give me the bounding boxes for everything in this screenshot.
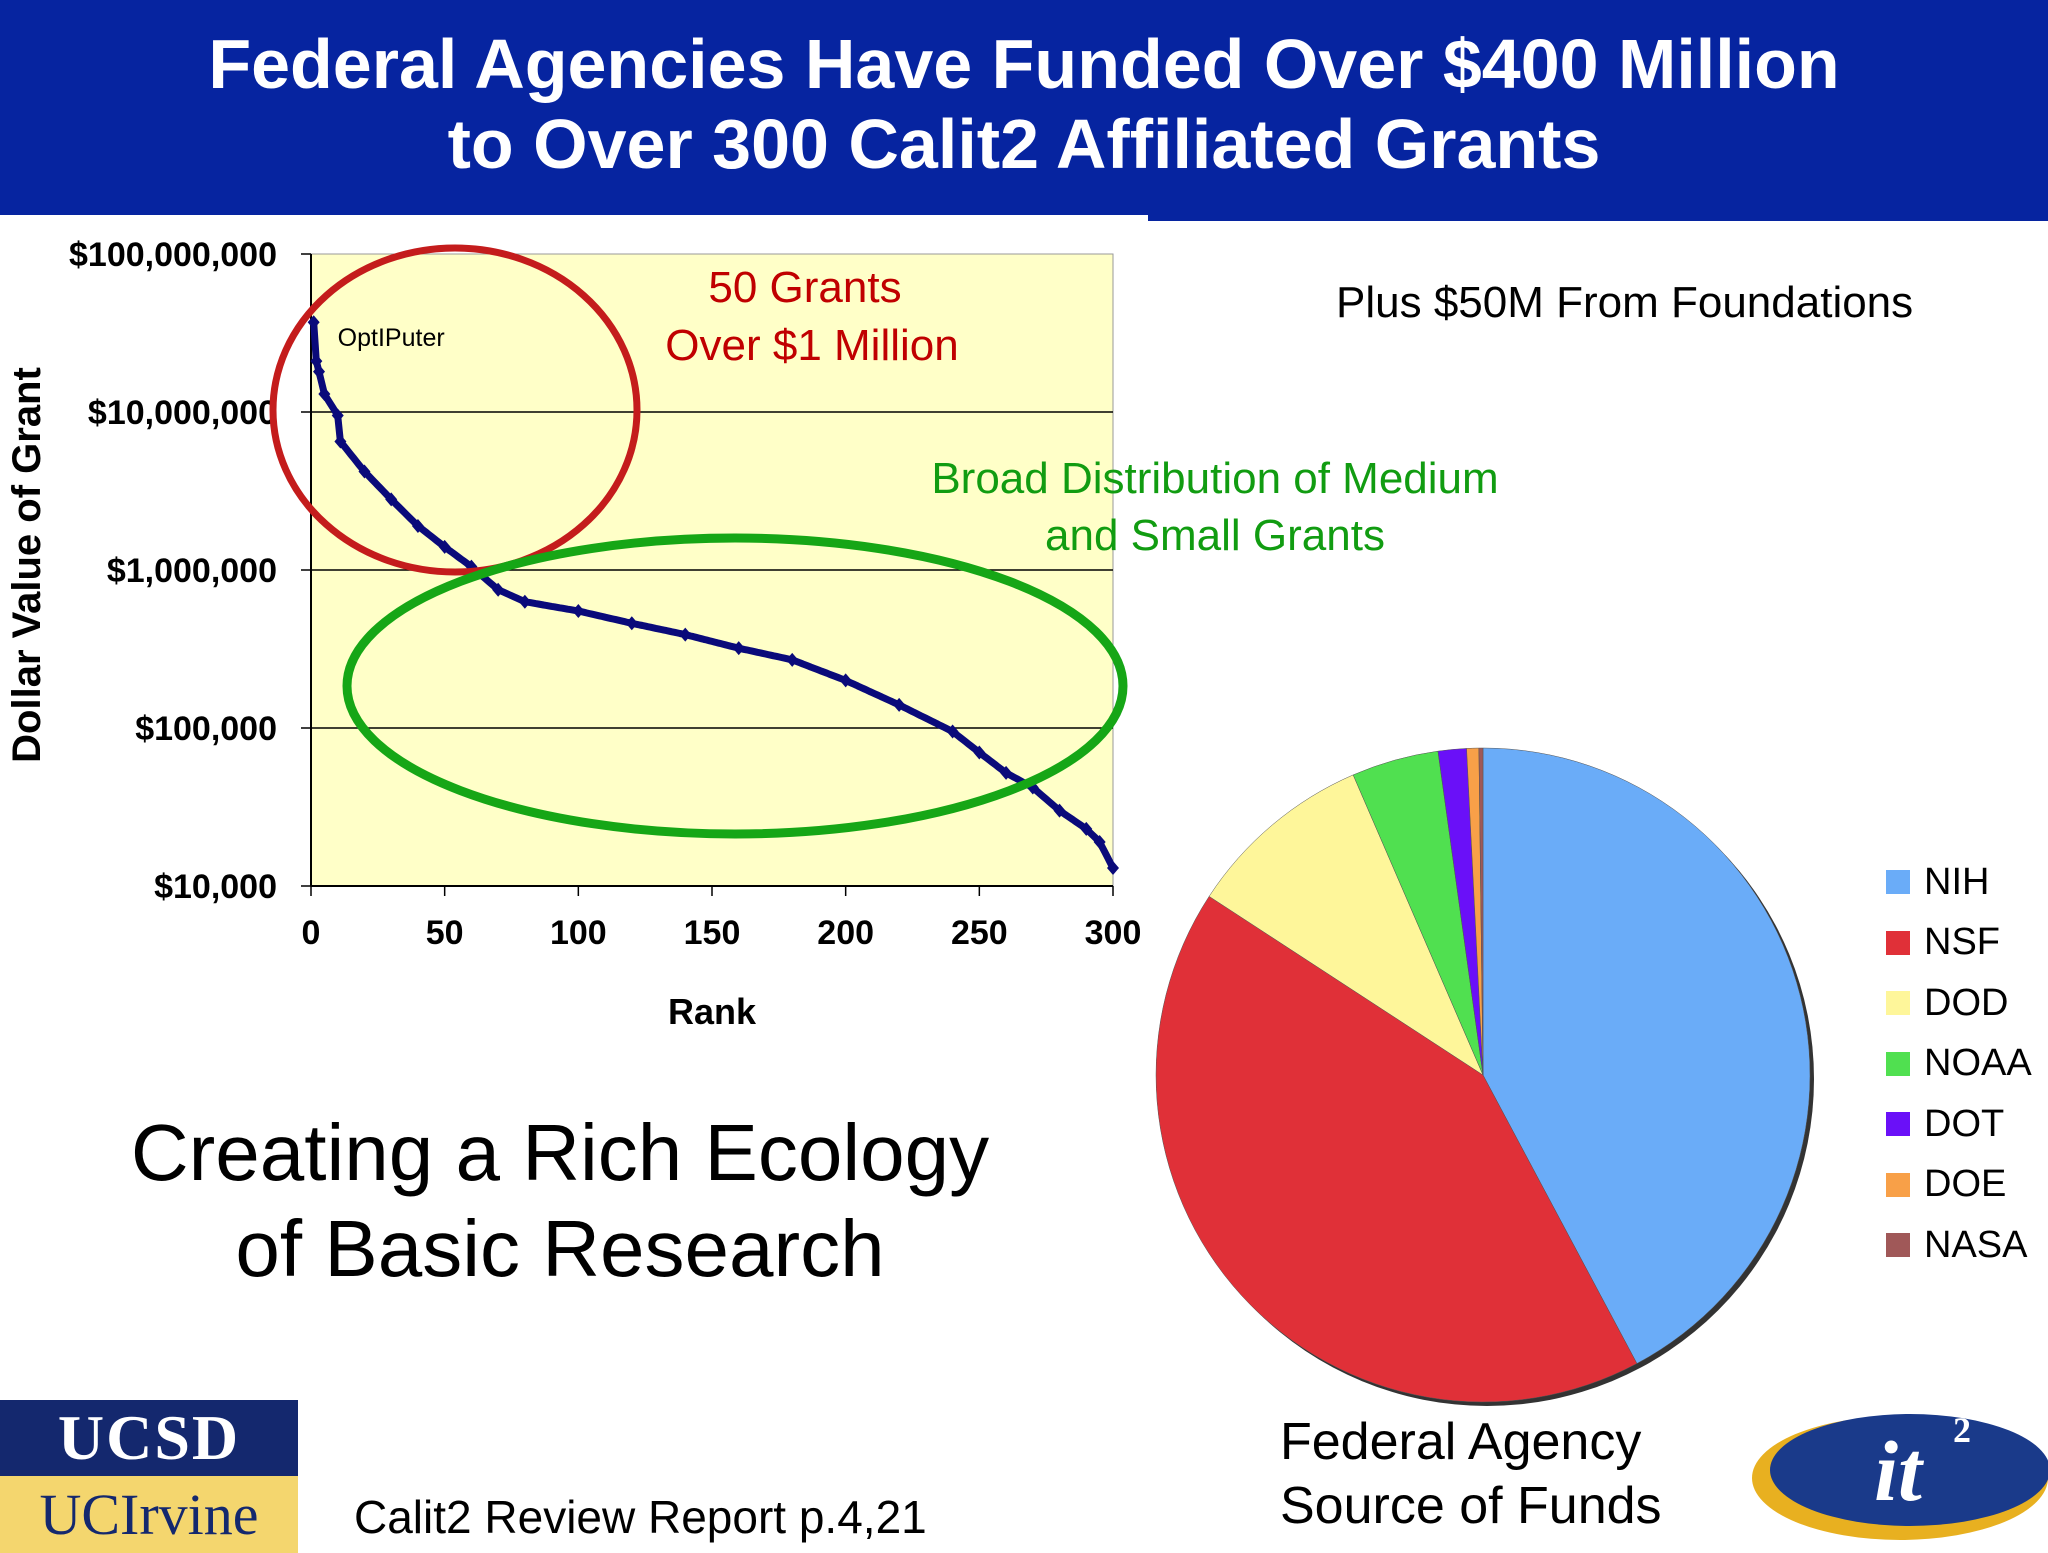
y-tick-label: $10,000 — [154, 868, 277, 906]
slide-title-line-2: to Over 300 Calit2 Affiliated Grants — [447, 105, 1601, 183]
ecology-caption-line-2: of Basic Research — [235, 1204, 885, 1293]
x-tick-label: 250 — [951, 914, 1008, 952]
legend-label: DOE — [1924, 1163, 2007, 1206]
data-point — [307, 315, 320, 330]
chart-annotations: OptIPuter 50 Grants Over $1 Million Broad D… — [269, 244, 1499, 839]
legend-swatch — [1886, 870, 1910, 895]
foundations-note: Plus $50M From Foundations — [1336, 278, 1914, 327]
y-tick-label: $100,000,000 — [69, 236, 277, 274]
pie-legend: NIH NSF DOD NOAA DOT DOE NASA — [1886, 852, 2032, 1276]
data-point — [839, 673, 852, 688]
uci-logo: UCIrvine — [0, 1476, 298, 1553]
legend-swatch — [1886, 1051, 1910, 1076]
data-point — [310, 354, 323, 369]
ecology-caption-line-1: Creating a Rich Ecology — [130, 1108, 990, 1197]
data-point — [1000, 765, 1013, 780]
data-point — [973, 745, 986, 760]
x-tick-label: 50 — [426, 914, 464, 952]
legend-label: DOD — [1924, 981, 2009, 1024]
y-tick-label: $100,000 — [135, 710, 277, 748]
data-point — [1093, 834, 1106, 849]
data-point — [318, 386, 331, 401]
pie-slice-nsf — [1155, 895, 1638, 1403]
legend-swatch — [1886, 1233, 1910, 1258]
data-point — [411, 518, 424, 533]
data-point — [786, 652, 799, 667]
pie-caption-line-2: Source of Funds — [1280, 1477, 1662, 1535]
legend-item-dot: DOT — [1886, 1094, 2032, 1155]
legend-item-noaa: NOAA — [1886, 1034, 2032, 1095]
x-tick-label: 0 — [302, 914, 321, 952]
ecology-caption: Creating a Rich Ecology of Basic Researc… — [60, 1105, 1060, 1297]
legend-swatch — [1886, 930, 1910, 955]
pie-caption: Federal Agency Source of Funds — [1280, 1410, 1662, 1538]
data-point — [572, 604, 585, 619]
data-point — [1080, 821, 1093, 836]
title-bar: Federal Agencies Have Funded Over $400 M… — [0, 0, 2048, 215]
x-tick-label: 150 — [684, 914, 741, 952]
legend-label: NSF — [1924, 921, 2000, 964]
legend-item-doe: DOE — [1886, 1155, 2032, 1216]
legend-label: NASA — [1924, 1223, 2028, 1266]
legend-label: DOT — [1924, 1102, 2005, 1145]
data-point — [385, 492, 398, 507]
legend-swatch — [1886, 1112, 1910, 1137]
red-circle-annotation — [269, 244, 641, 576]
legend-item-nih: NIH — [1886, 852, 2032, 913]
data-point — [438, 539, 451, 554]
data-point — [492, 582, 505, 597]
pie-caption-line-1: Federal Agency — [1280, 1413, 1642, 1471]
legend-item-nasa: NASA — [1886, 1215, 2032, 1276]
data-point — [679, 627, 692, 642]
legend-swatch — [1886, 991, 1910, 1016]
y-tick-label: $1,000,000 — [107, 552, 277, 590]
grant-series — [307, 315, 1119, 875]
data-point — [358, 464, 371, 479]
report-reference: Calit2 Review Report p.4,21 — [354, 1491, 927, 1543]
funding-pie-chart — [1155, 747, 1814, 1406]
title-bar-accent — [1148, 215, 2048, 221]
green-ellipse-annotation — [342, 533, 1128, 839]
legend-swatch — [1886, 1172, 1910, 1197]
data-point — [518, 594, 531, 609]
green-annotation-line-1: Broad Distribution of Medium — [931, 454, 1498, 503]
data-point — [1107, 860, 1119, 875]
data-point — [1053, 803, 1066, 818]
data-point — [313, 364, 326, 379]
y-tick-label: $10,000,000 — [88, 394, 277, 432]
data-point — [946, 724, 959, 739]
data-point — [625, 616, 638, 631]
data-point — [334, 434, 347, 449]
red-annotation-line-1: 50 Grants — [708, 263, 901, 312]
data-point — [732, 641, 745, 656]
ucsd-logo: UCSD — [0, 1400, 298, 1476]
data-point — [893, 697, 906, 712]
pie-slice-nasa — [1478, 747, 1484, 1076]
x-tick-label: 300 — [1085, 914, 1142, 952]
data-point — [331, 408, 344, 423]
rank-value-chart: $100,000,000 $10,000,000 $1,000,000 $100,00… — [5, 236, 1141, 1032]
red-annotation-line-2: Over $1 Million — [665, 321, 958, 370]
legend-label: NOAA — [1924, 1042, 2032, 1085]
legend-item-dod: DOD — [1886, 973, 2032, 1034]
legend-label: NIH — [1924, 860, 1990, 903]
optiputer-label: OptIPuter — [338, 324, 445, 352]
pie-slice-dod — [1208, 774, 1484, 1076]
y-axis-title: Dollar Value of Grant — [5, 367, 49, 763]
x-tick-label: 100 — [550, 914, 607, 952]
x-tick-label: 200 — [817, 914, 874, 952]
slide-title-line-1: Federal Agencies Have Funded Over $400 M… — [208, 25, 1840, 103]
x-axis-title: Rank — [668, 991, 757, 1032]
pie-slice-nih — [1482, 747, 1811, 1364]
legend-item-nsf: NSF — [1886, 913, 2032, 974]
green-annotation-line-2: and Small Grants — [1045, 511, 1385, 560]
